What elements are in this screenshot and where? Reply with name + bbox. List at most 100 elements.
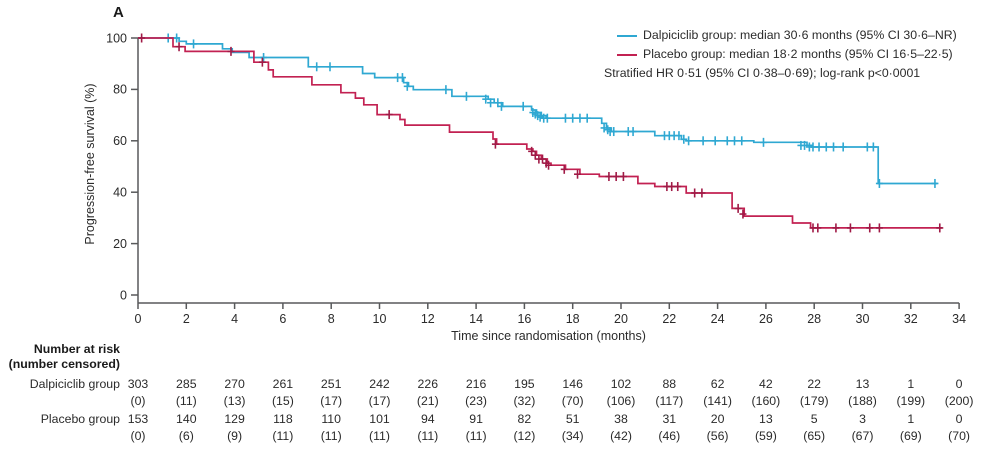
risk-censored-cell: (23)	[465, 394, 488, 408]
y-tick-label: 80	[113, 83, 127, 97]
y-axis-label: Progression-free survival (%)	[83, 83, 97, 245]
x-tick-label: 8	[328, 312, 335, 326]
y-tick-label: 20	[113, 237, 127, 251]
risk-at-risk-cell: 102	[610, 377, 632, 391]
risk-censored-cell: (17)	[368, 394, 391, 408]
x-tick-label: 10	[373, 312, 387, 326]
risk-at-risk-cell: 1	[907, 412, 915, 426]
legend-item-label: Placebo group: median 18·2 months (95% C…	[643, 47, 953, 61]
dalpiciclib-line-swatch	[617, 34, 637, 37]
x-tick-label: 32	[904, 312, 918, 326]
risk-at-risk-cell: 5	[810, 412, 818, 426]
risk-censored-cell: (11)	[369, 429, 390, 443]
legend-note-hr: Stratified HR 0·51 (95% CI 0·38–0·69); l…	[604, 64, 957, 83]
risk-at-risk-cell: 118	[273, 412, 293, 426]
legend-item-placebo: Placebo group: median 18·2 months (95% C…	[604, 45, 957, 64]
risk-at-risk-cell: 110	[321, 412, 341, 426]
risk-at-risk-cell: 261	[272, 377, 294, 391]
risk-censored-cell: (46)	[658, 429, 681, 443]
risk-censored-cell: (56)	[706, 429, 729, 443]
risk-row-label-dalpiciclib: Dalpiciclib group	[29, 377, 120, 391]
risk-censored-cell: (34)	[561, 429, 584, 443]
risk-at-risk-cell: 303	[127, 377, 149, 391]
placebo-line-swatch	[617, 53, 637, 56]
risk-censored-cell: (179)	[799, 394, 829, 408]
risk-censored-cell: (11)	[272, 429, 294, 443]
risk-censored-cell: (160)	[751, 394, 781, 408]
risk-at-risk-cell: 1	[907, 377, 915, 391]
risk-censored-cell: (67)	[851, 429, 874, 443]
risk-at-risk-cell: 13	[759, 412, 773, 426]
legend-item-dalpiciclib: Dalpiciclib group: median 30·6 months (9…	[604, 26, 957, 45]
x-tick-label: 24	[711, 312, 725, 326]
x-tick-label: 26	[759, 312, 773, 326]
risk-censored-cell: (0)	[130, 429, 146, 443]
risk-censored-cell: (200)	[944, 394, 974, 408]
risk-censored-cell: (65)	[803, 429, 826, 443]
risk-censored-cell: (117)	[655, 394, 684, 408]
legend: Dalpiciclib group: median 30·6 months (9…	[604, 26, 957, 83]
x-tick-label: 28	[807, 312, 821, 326]
panel-label: A	[113, 4, 124, 21]
risk-at-risk-cell: 0	[955, 377, 963, 391]
risk-at-risk-cell: 82	[517, 412, 532, 426]
risk-at-risk-cell: 42	[759, 377, 773, 391]
risk-at-risk-cell: 91	[469, 412, 483, 426]
x-tick-label: 12	[421, 312, 435, 326]
y-tick-label: 100	[106, 31, 127, 45]
y-tick-label: 60	[113, 134, 127, 148]
risk-censored-cell: (12)	[513, 429, 536, 443]
risk-censored-cell: (70)	[561, 394, 584, 408]
x-tick-label: 34	[952, 312, 966, 326]
risk-at-risk-cell: 216	[465, 377, 487, 391]
x-tick-label: 18	[566, 312, 580, 326]
risk-at-risk-cell: 129	[224, 412, 245, 426]
legend-item-label: Dalpiciclib group: median 30·6 months (9…	[643, 28, 957, 42]
risk-censored-cell: (6)	[178, 429, 194, 443]
risk-censored-cell: (141)	[703, 394, 732, 408]
risk-at-risk-cell: 140	[176, 412, 197, 426]
risk-at-risk-cell: 146	[562, 377, 583, 391]
y-tick-label: 40	[113, 186, 127, 200]
risk-censored-cell: (11)	[465, 429, 487, 443]
risk-at-risk-cell: 38	[614, 412, 628, 426]
risk-censored-cell: (42)	[610, 429, 632, 443]
risk-censored-cell: (32)	[513, 394, 536, 408]
risk-censored-cell: (17)	[320, 394, 343, 408]
risk-at-risk-cell: 226	[417, 377, 439, 391]
x-tick-label: 6	[279, 312, 286, 326]
risk-censored-cell: (0)	[130, 394, 146, 408]
risk-censored-cell: (199)	[896, 394, 926, 408]
risk-censored-cell: (188)	[848, 394, 877, 408]
risk-censored-cell: (11)	[175, 394, 197, 408]
x-tick-label: 4	[231, 312, 238, 326]
risk-at-risk-cell: 20	[710, 412, 725, 426]
x-tick-label: 14	[469, 312, 483, 326]
risk-censored-cell: (106)	[606, 394, 636, 408]
risk-censored-cell: (59)	[754, 429, 777, 443]
risk-at-risk-cell: 242	[369, 377, 390, 391]
risk-at-risk-cell: 101	[369, 412, 390, 426]
risk-row-label-placebo: Placebo group	[40, 412, 120, 426]
y-tick-label: 0	[120, 288, 127, 302]
x-tick-label: 16	[517, 312, 531, 326]
risk-censored-cell: (11)	[320, 429, 342, 443]
x-tick-label: 2	[183, 312, 190, 326]
risk-at-risk-cell: 3	[859, 412, 866, 426]
risk-table-header-line2: (number censored)	[8, 357, 120, 371]
risk-censored-cell: (69)	[899, 429, 922, 443]
x-tick-label: 20	[614, 312, 628, 326]
risk-at-risk-cell: 31	[662, 412, 677, 426]
risk-at-risk-cell: 94	[420, 412, 435, 426]
risk-at-risk-cell: 22	[807, 377, 822, 391]
risk-at-risk-cell: 0	[955, 412, 963, 426]
risk-censored-cell: (15)	[271, 394, 294, 408]
risk-at-risk-cell: 51	[565, 412, 580, 426]
risk-censored-cell: (11)	[417, 429, 439, 443]
risk-table-header-line1: Number at risk	[33, 342, 120, 356]
risk-censored-cell: (9)	[227, 429, 243, 443]
x-tick-label: 0	[135, 312, 142, 326]
risk-at-risk-cell: 153	[127, 412, 149, 426]
